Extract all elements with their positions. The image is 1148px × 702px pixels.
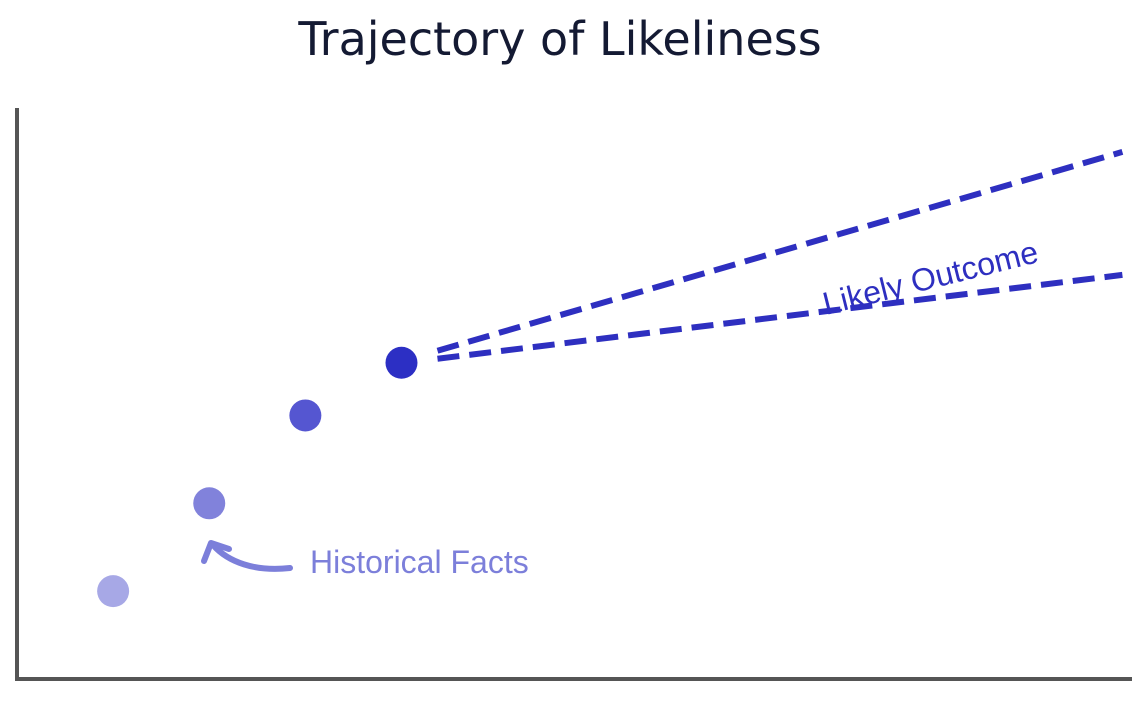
historical-facts-annotation: Historical Facts [201, 540, 529, 580]
axes [15, 108, 1132, 681]
projection-line-lower [437, 271, 1123, 362]
chart-title: Trajectory of Likeliness [297, 12, 821, 66]
historical-facts-label: Historical Facts [310, 544, 529, 580]
data-point-3 [289, 399, 322, 432]
data-point-4 [385, 346, 418, 379]
likely-outcome-label: Likely Outcome [819, 234, 1042, 322]
data-point-2 [193, 487, 226, 520]
likely-outcome-annotation: Likely Outcome [819, 234, 1042, 322]
data-point-1 [97, 575, 130, 608]
projection-line-upper [436, 149, 1124, 354]
likely-outcome-projection [436, 149, 1124, 362]
arrowhead-icon [201, 540, 232, 564]
curved-arrow-icon [210, 542, 293, 572]
data-points [97, 346, 418, 608]
